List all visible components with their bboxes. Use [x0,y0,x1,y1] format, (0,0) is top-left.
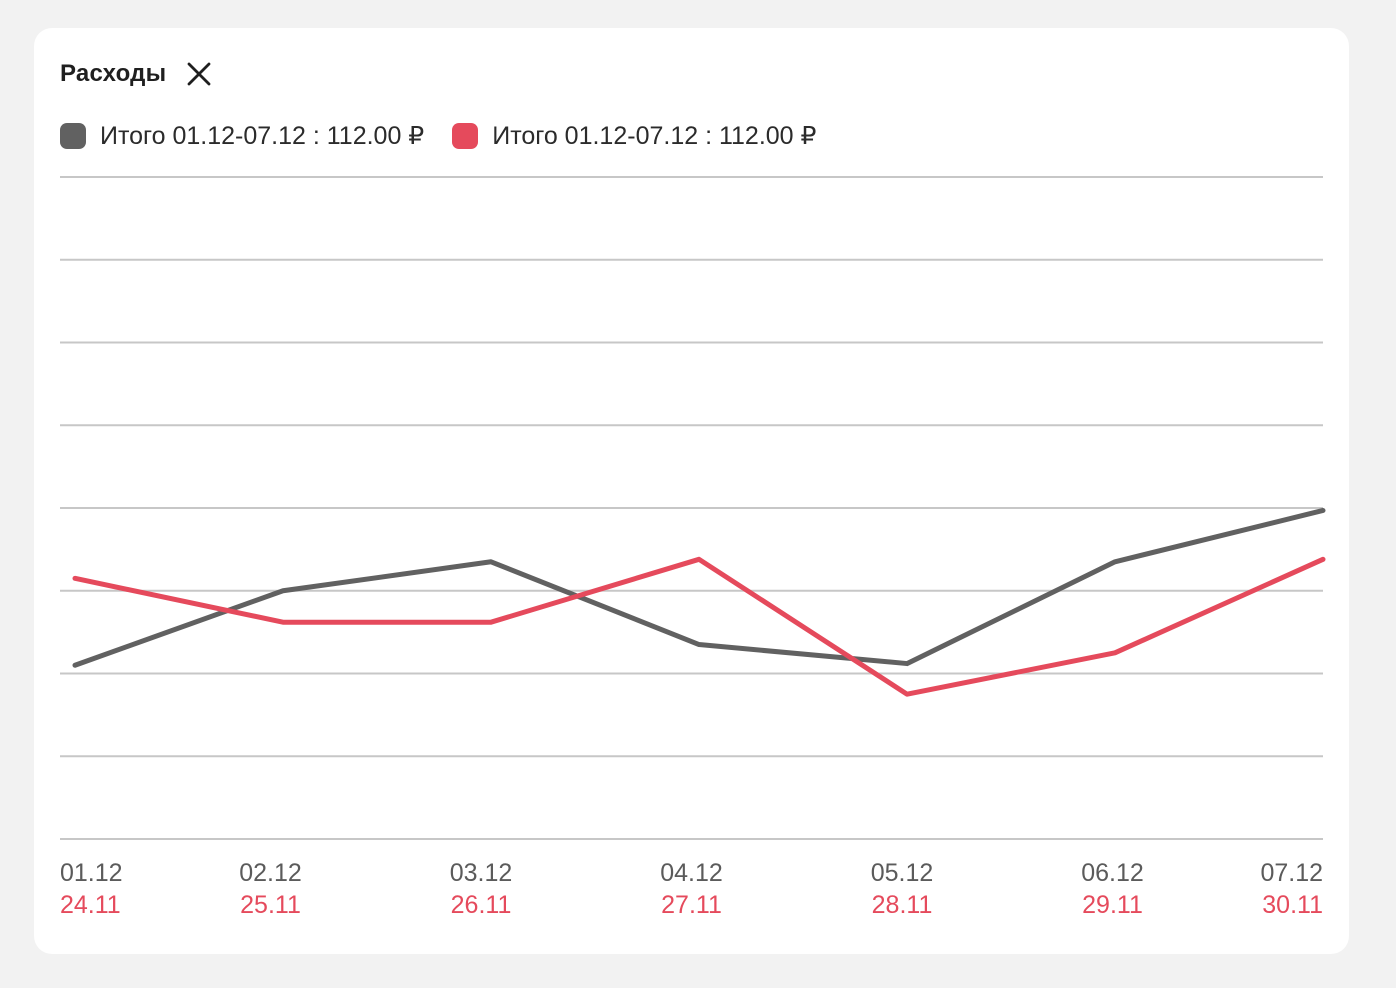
x-tick-label: 05.12 [871,859,934,887]
legend-swatch [452,123,479,149]
x-tick-label: 06.12 [1081,859,1144,887]
x-tick-label-secondary: 24.11 [60,891,121,919]
chart-title: Расходы [60,60,167,87]
legend-item-current[interactable]: Итого 01.12-07.12 : 112.00 ₽ [60,121,424,151]
chart-header: Расходы [60,52,214,96]
x-tick-label: 02.12 [239,859,302,887]
x-tick-label-secondary: 28.11 [872,891,933,919]
legend-item-previous[interactable]: Итого 01.12-07.12 : 112.00 ₽ [452,121,816,151]
series-line-2 [72,556,1326,697]
close-icon [187,62,211,86]
chart-legend: Итого 01.12-07.12 : 112.00 ₽ Итого 01.12… [60,116,816,156]
legend-swatch [60,123,86,149]
x-tick-label-secondary: 30.11 [1262,891,1323,919]
chart-card [34,28,1349,954]
x-tick-label: 03.12 [450,859,513,887]
x-tick-label: 07.12 [1260,859,1323,887]
x-tick-label: 01.12 [60,859,123,887]
x-tick-label-secondary: 27.11 [661,891,722,919]
close-button[interactable] [184,59,214,89]
x-tick-label-secondary: 25.11 [240,891,301,919]
series-line-1 [72,507,1326,668]
legend-label: Итого 01.12-07.12 : 112.00 ₽ [100,122,425,150]
x-tick-label-secondary: 26.11 [451,891,512,919]
x-tick-label: 04.12 [660,859,723,887]
legend-label: Итого 01.12-07.12 : 112.00 ₽ [492,122,817,150]
x-tick-label-secondary: 29.11 [1082,891,1143,919]
